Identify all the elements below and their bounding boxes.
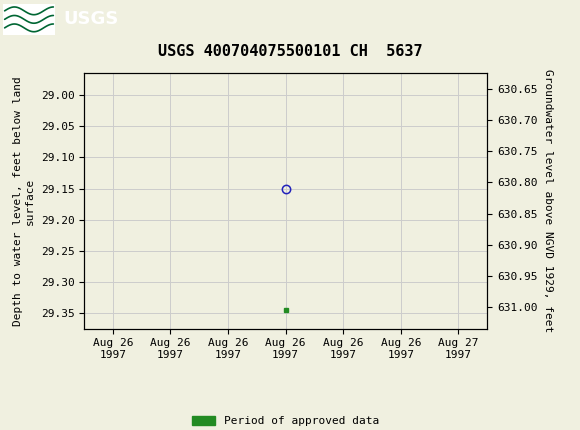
Y-axis label: Groundwater level above NGVD 1929, feet: Groundwater level above NGVD 1929, feet [543,69,553,333]
FancyBboxPatch shape [3,4,55,35]
Legend: Period of approved data: Period of approved data [188,412,383,430]
Text: USGS: USGS [64,10,119,28]
Y-axis label: Depth to water level, feet below land
surface: Depth to water level, feet below land su… [13,76,35,326]
Text: USGS 400704075500101 CH  5637: USGS 400704075500101 CH 5637 [158,44,422,59]
